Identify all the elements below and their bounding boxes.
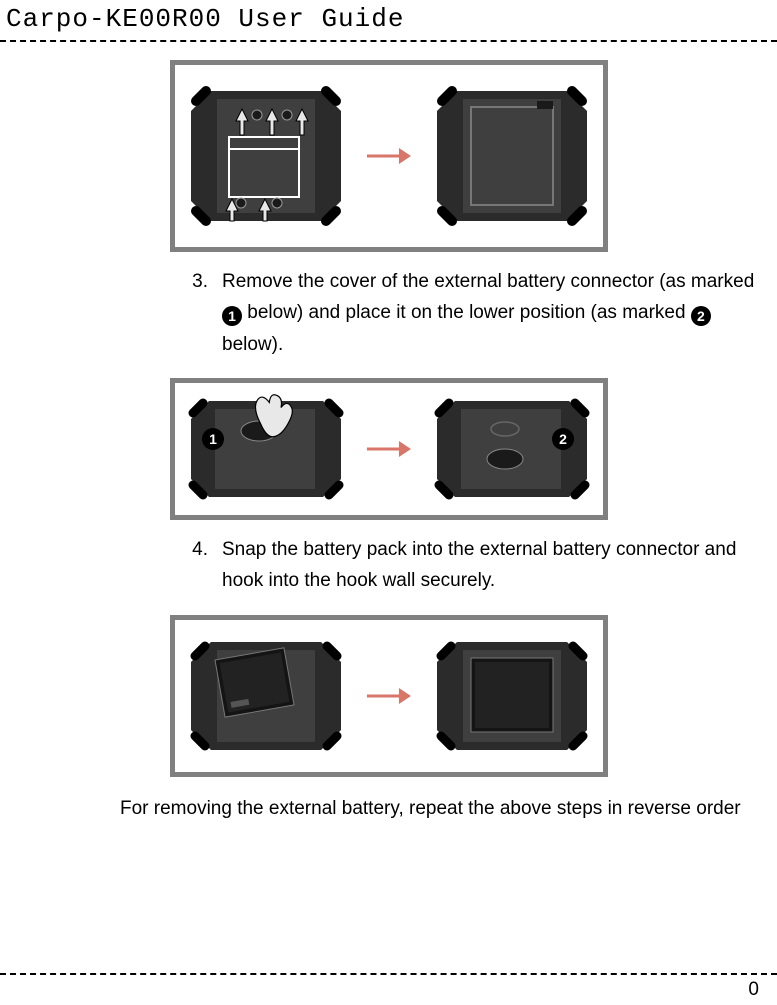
figure-1 xyxy=(20,60,757,252)
step-list: 3. Remove the cover of the external batt… xyxy=(20,266,757,360)
figure-1-panel-left xyxy=(181,71,351,241)
arrow-right-icon xyxy=(365,684,413,708)
step-4: 4. Snap the battery pack into the extern… xyxy=(170,534,757,597)
figure-2: 1 xyxy=(20,378,757,520)
closing-text: For removing the external battery, repea… xyxy=(120,795,757,824)
arrow-right-icon xyxy=(365,437,413,461)
figure-3-panel-right xyxy=(427,626,597,766)
step-4-text: Snap the battery pack into the external … xyxy=(208,534,757,597)
figure-3-panel-left xyxy=(181,626,351,766)
figure-2-panel-left: 1 xyxy=(181,389,351,509)
figure-frame: 1 xyxy=(170,378,608,520)
svg-text:2: 2 xyxy=(559,431,567,447)
step-3-number: 3. xyxy=(170,266,208,360)
step-list: 4. Snap the battery pack into the extern… xyxy=(20,534,757,597)
svg-text:1: 1 xyxy=(209,431,217,447)
figure-1-panel-right xyxy=(427,71,597,241)
header-title: Carpo-KE00R00 User Guide xyxy=(6,4,404,34)
figure-2-panel-right: 2 xyxy=(427,389,597,509)
figure-3 xyxy=(20,615,757,777)
page-header: Carpo-KE00R00 User Guide xyxy=(0,0,777,42)
page-number: 0 xyxy=(748,979,759,1001)
arrow-right-icon xyxy=(365,144,413,168)
figure-frame xyxy=(170,615,608,777)
footer-divider xyxy=(0,973,777,975)
marker-2-icon: 2 xyxy=(691,306,711,326)
figure-frame xyxy=(170,60,608,252)
step-3: 3. Remove the cover of the external batt… xyxy=(170,266,757,360)
marker-1-icon: 1 xyxy=(222,306,242,326)
step-3-text: Remove the cover of the external battery… xyxy=(208,266,757,360)
page-content: 3. Remove the cover of the external batt… xyxy=(0,60,777,823)
step-4-number: 4. xyxy=(170,534,208,597)
